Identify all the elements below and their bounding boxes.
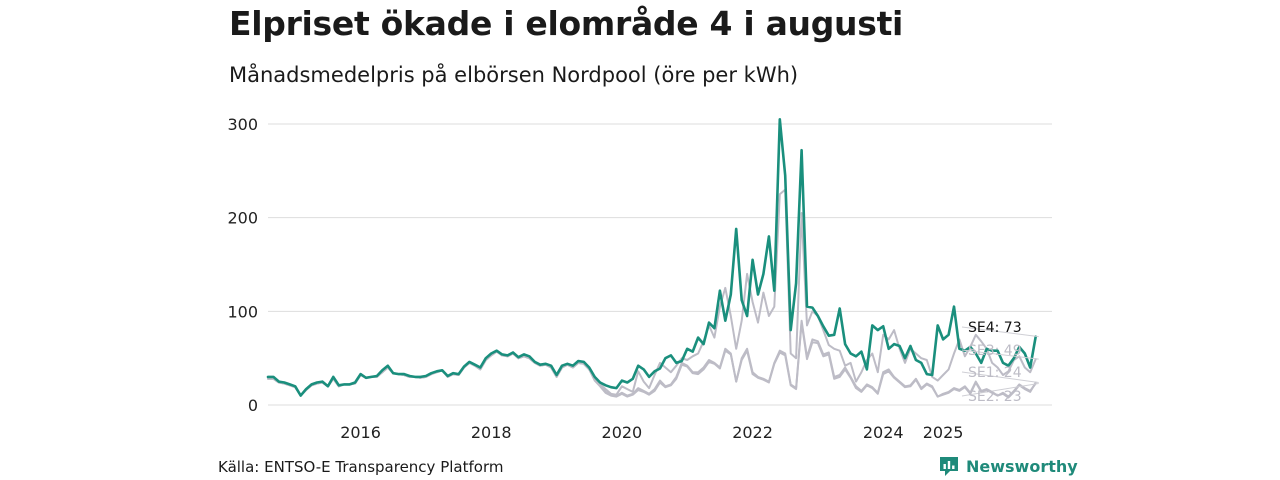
grid-lines — [268, 123, 1052, 406]
brand-name: Newsworthy — [966, 456, 1078, 476]
series-end-label: SE1: 24 — [968, 365, 1022, 381]
source-note: Källa: ENTSO-E Transparency Platform — [218, 458, 504, 476]
series-lines — [266, 118, 1037, 399]
y-tick-label: 200 — [227, 209, 258, 228]
leader-line — [961, 326, 1039, 338]
leader-line — [961, 371, 1039, 384]
line-chart: 0 100 200 300 2016 2018 2020 2022 2024 2025 SE4:… — [227, 115, 1052, 442]
series-end-label: SE4: 73 — [968, 320, 1022, 336]
y-tick-label: 300 — [227, 115, 258, 134]
x-tick-label: 2022 — [732, 423, 773, 442]
leader-line — [961, 349, 1039, 360]
series-line-se4 — [266, 118, 1037, 397]
y-tick-label: 100 — [227, 302, 258, 321]
x-tick-label: 2025 — [923, 423, 964, 442]
x-tick-label: 2016 — [340, 423, 381, 442]
series-line-se1 — [267, 321, 1037, 399]
x-tick-label: 2018 — [471, 423, 512, 442]
y-axis-ticks: 0 100 200 300 — [227, 115, 258, 415]
x-tick-label: 2020 — [602, 423, 643, 442]
x-axis-ticks: 2016 2018 2020 2022 2024 2025 — [340, 423, 963, 442]
newsworthy-logo-icon — [940, 457, 958, 476]
leader-line — [961, 382, 1039, 397]
series-end-labels: SE4: 73 SE3: 49 SE1: 24 SE2: 23 — [961, 320, 1039, 405]
chart-title: Elpriset ökade i elområde 4 i augusti — [229, 4, 904, 43]
newsworthy-logo[interactable]: Newsworthy — [938, 455, 1078, 477]
x-tick-label: 2024 — [863, 423, 904, 442]
chart-subtitle: Månadsmedelpris på elbörsen Nordpool (ör… — [229, 63, 799, 87]
series-end-label: SE3: 49 — [968, 343, 1022, 359]
y-tick-label: 0 — [248, 396, 258, 415]
series-line-se3 — [267, 188, 1037, 397]
series-end-label: SE2: 23 — [968, 389, 1022, 405]
